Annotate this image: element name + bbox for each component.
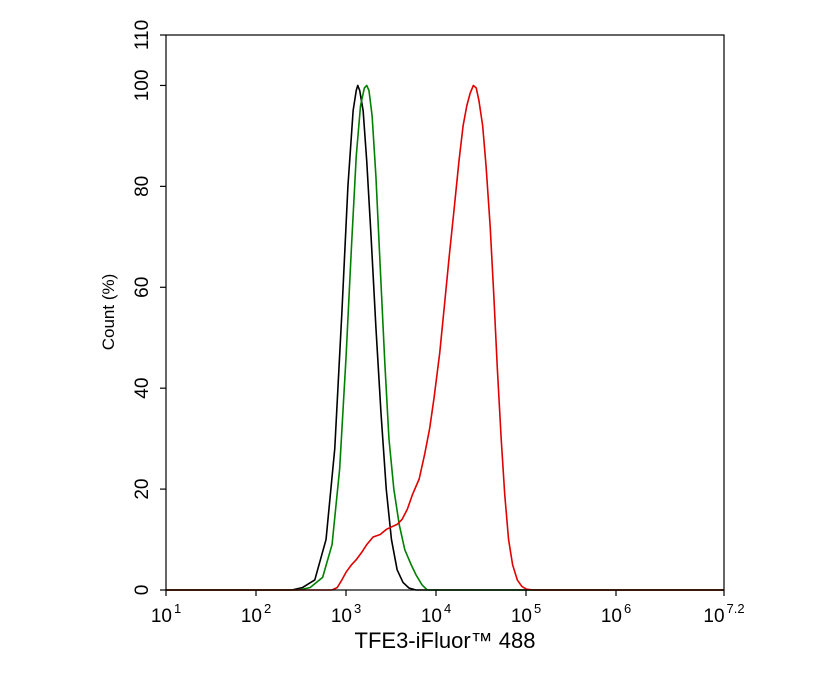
y-tick-label: 110 bbox=[132, 20, 153, 50]
x-axis-title: TFE3-iFluor™ 488 bbox=[355, 628, 536, 653]
x-tick-label: 10 3 bbox=[331, 601, 361, 627]
x-tick-label: 10 2 bbox=[241, 601, 271, 627]
y-tick-label: 20 bbox=[132, 479, 153, 500]
x-tick-label: 10 4 bbox=[421, 601, 451, 627]
series-line-2 bbox=[166, 84, 724, 591]
y-tick-label: 100 bbox=[132, 70, 153, 102]
series-line-1 bbox=[166, 84, 724, 591]
y-tick-label: 60 bbox=[132, 277, 153, 298]
x-tick-label: 10 5 bbox=[511, 601, 541, 627]
y-tick-label: 40 bbox=[132, 378, 153, 399]
y-tick-label: 80 bbox=[132, 176, 153, 197]
series-lines-layer bbox=[166, 84, 724, 591]
y-tick-label: 0 bbox=[132, 585, 153, 596]
x-tick-label: 10 1 bbox=[151, 601, 181, 627]
x-tick-label: 10 7.2 bbox=[703, 601, 744, 627]
x-tick-label: 10 6 bbox=[601, 601, 631, 627]
ticks-layer: 0 20 40 60 80 100 110 10 1 10 2 10 3 10 4 10 5 10 6 10 7.2 bbox=[132, 20, 745, 627]
y-axis-title: Count (%) bbox=[99, 274, 118, 351]
series-line-3 bbox=[166, 84, 724, 591]
plot-frame bbox=[165, 34, 725, 591]
